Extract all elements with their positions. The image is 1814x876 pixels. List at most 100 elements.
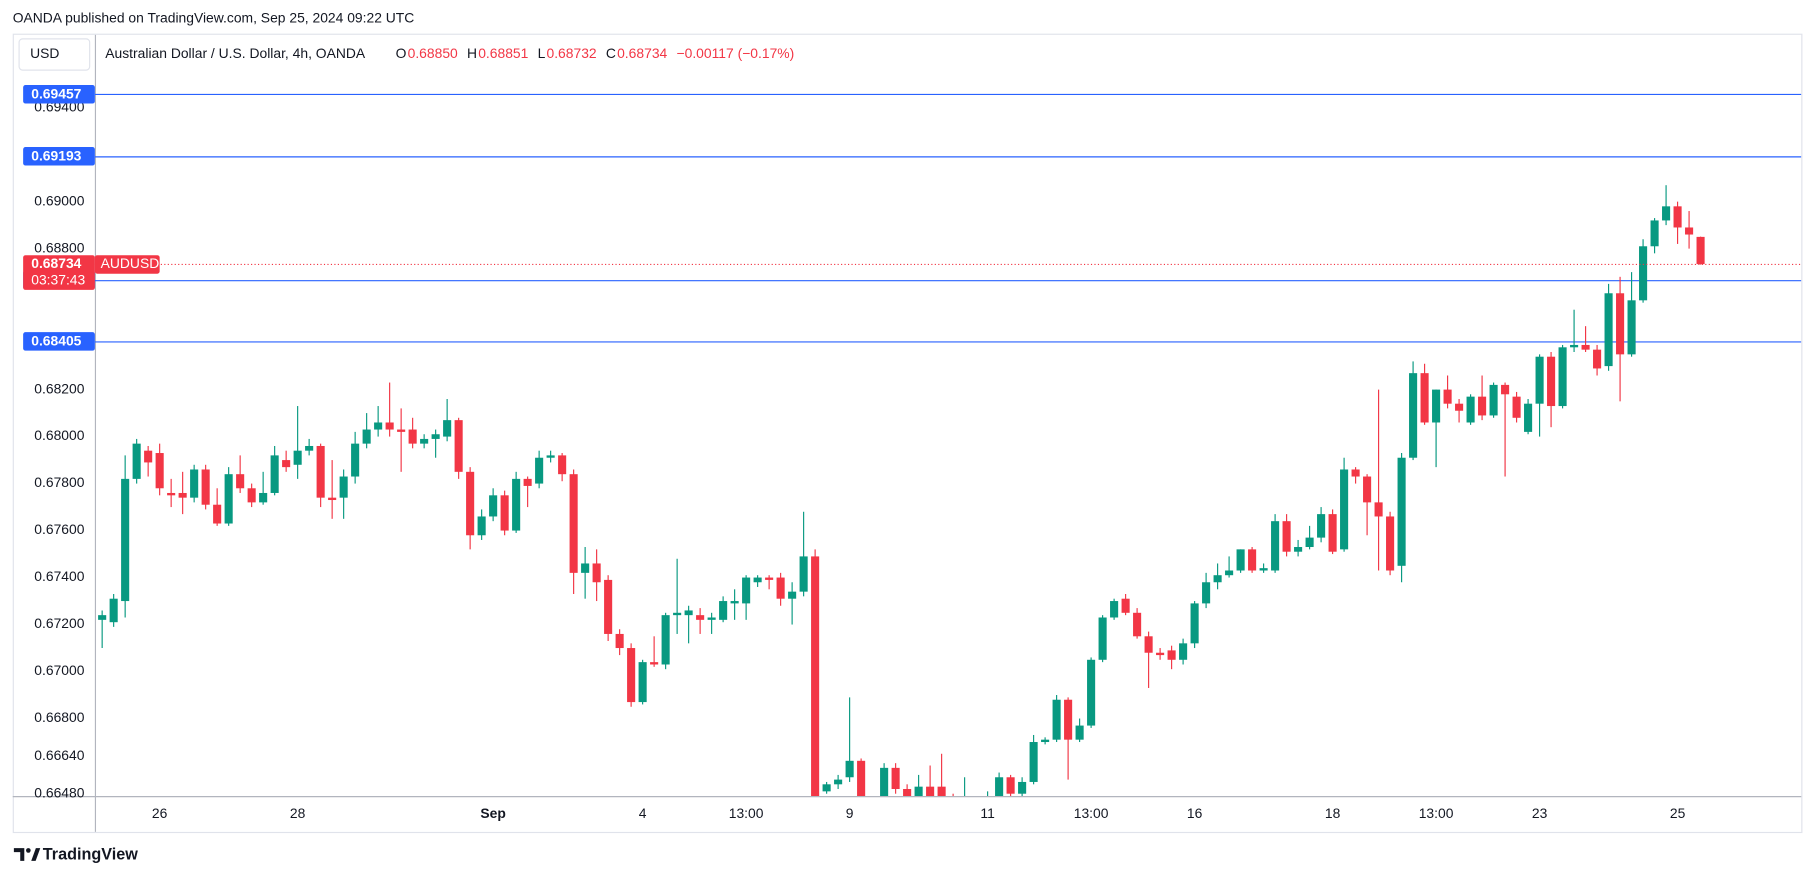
x-tick-label: 26 bbox=[152, 805, 168, 821]
y-tick-label: 0.66800 bbox=[34, 709, 84, 725]
candle-body bbox=[638, 662, 647, 703]
candle-body bbox=[1190, 603, 1199, 644]
candle-body bbox=[443, 420, 452, 437]
candle-body bbox=[546, 455, 555, 458]
candle-body bbox=[1052, 699, 1061, 740]
y-tick-label: 0.68200 bbox=[34, 380, 84, 396]
last-price-label: 0.68734 bbox=[31, 255, 81, 271]
candle-body bbox=[1604, 293, 1613, 367]
candle-body bbox=[305, 445, 314, 451]
brand-logo bbox=[13, 848, 41, 861]
candle-body bbox=[1593, 349, 1602, 369]
x-tick-label: 28 bbox=[290, 805, 306, 821]
publisher-note: OANDA published on TradingView.com, Sep … bbox=[13, 9, 415, 25]
candle-body bbox=[1006, 777, 1015, 794]
price-line-label: 0.69457 bbox=[31, 86, 81, 102]
candle-body bbox=[914, 786, 923, 797]
y-tick-label: 0.67400 bbox=[34, 568, 84, 584]
candle-body bbox=[351, 443, 360, 477]
candle-body bbox=[1133, 612, 1142, 637]
symbol-tag-label: AUDUSD bbox=[101, 255, 160, 271]
candle-body bbox=[1685, 227, 1694, 235]
candle-body bbox=[270, 455, 279, 493]
candle-body bbox=[477, 516, 486, 536]
candle-body bbox=[1409, 373, 1418, 458]
x-tick-label: 23 bbox=[1532, 805, 1548, 821]
price-line-tag bbox=[23, 332, 95, 351]
candle-body bbox=[1259, 568, 1268, 571]
legend-value: 0.68851 bbox=[478, 45, 528, 61]
candle-body bbox=[949, 801, 957, 815]
candle-body bbox=[1489, 384, 1498, 416]
candle-body bbox=[1282, 521, 1291, 552]
candle-body bbox=[109, 598, 118, 623]
candle-body bbox=[1121, 598, 1130, 613]
candle-body bbox=[961, 808, 969, 810]
price-line-tag bbox=[23, 147, 95, 166]
price-line-label: 0.68405 bbox=[31, 333, 81, 349]
candle-body bbox=[788, 591, 797, 599]
candle-body bbox=[1443, 389, 1452, 404]
candle-body bbox=[408, 429, 417, 444]
y-tick-label: 0.68000 bbox=[34, 427, 84, 443]
legend-label: O bbox=[396, 45, 407, 61]
candle-body bbox=[1351, 469, 1360, 477]
candle-body bbox=[880, 767, 889, 797]
countdown: 03:37:43 bbox=[31, 271, 85, 287]
currency[interactable]: USD bbox=[30, 45, 59, 61]
candle-body bbox=[397, 429, 406, 432]
candle-body bbox=[650, 662, 659, 665]
legend-label: H bbox=[467, 45, 477, 61]
candle-body bbox=[466, 471, 475, 536]
currency-button[interactable] bbox=[18, 38, 91, 71]
candle-body bbox=[1340, 469, 1349, 550]
candle-body bbox=[1018, 781, 1027, 794]
candle-body bbox=[201, 469, 210, 505]
candle-body bbox=[1420, 373, 1429, 423]
candle-body bbox=[339, 476, 348, 498]
legend-value: 0.68850 bbox=[408, 45, 458, 61]
candle-body bbox=[1639, 246, 1648, 301]
candle-body bbox=[1041, 739, 1050, 743]
candle-body bbox=[144, 450, 153, 463]
candle-body bbox=[247, 488, 256, 503]
candle-body bbox=[121, 478, 130, 602]
candle-body bbox=[615, 633, 624, 649]
candle-body bbox=[155, 453, 164, 489]
candle-body bbox=[1167, 650, 1176, 660]
plot-area bbox=[94, 93, 1802, 815]
candle-body bbox=[535, 457, 544, 484]
candle-body bbox=[1110, 601, 1119, 618]
candle-body bbox=[1328, 514, 1337, 552]
candle-body bbox=[489, 495, 498, 517]
candle-body bbox=[592, 563, 601, 583]
candle-body bbox=[891, 767, 900, 790]
candle-body bbox=[707, 617, 716, 620]
candle-body bbox=[500, 495, 509, 531]
y-tick-label: 0.67000 bbox=[34, 662, 84, 678]
chart-frame bbox=[12, 33, 1803, 834]
candle-body bbox=[753, 577, 762, 583]
candle-body bbox=[1616, 293, 1625, 355]
candle-body bbox=[1627, 300, 1636, 355]
candle-body bbox=[1236, 549, 1245, 571]
candle-body bbox=[1294, 547, 1303, 552]
candle-body bbox=[1271, 521, 1280, 571]
candle-body bbox=[1156, 652, 1165, 656]
candle-body bbox=[696, 615, 705, 620]
candle-body bbox=[1696, 236, 1705, 265]
candle-body bbox=[1673, 206, 1682, 228]
candle-body bbox=[604, 579, 613, 634]
x-tick-label: 11 bbox=[980, 805, 995, 821]
candle-body bbox=[1650, 220, 1659, 247]
candle-body bbox=[178, 492, 187, 498]
candle-body bbox=[822, 784, 831, 792]
x-tick-label: 4 bbox=[639, 805, 647, 821]
candle-body bbox=[627, 648, 636, 703]
candle-body bbox=[995, 777, 1004, 797]
candle-body bbox=[1397, 457, 1406, 566]
x-tick-label: 25 bbox=[1670, 805, 1686, 821]
candle-body bbox=[362, 429, 371, 444]
candle-body bbox=[293, 450, 302, 465]
